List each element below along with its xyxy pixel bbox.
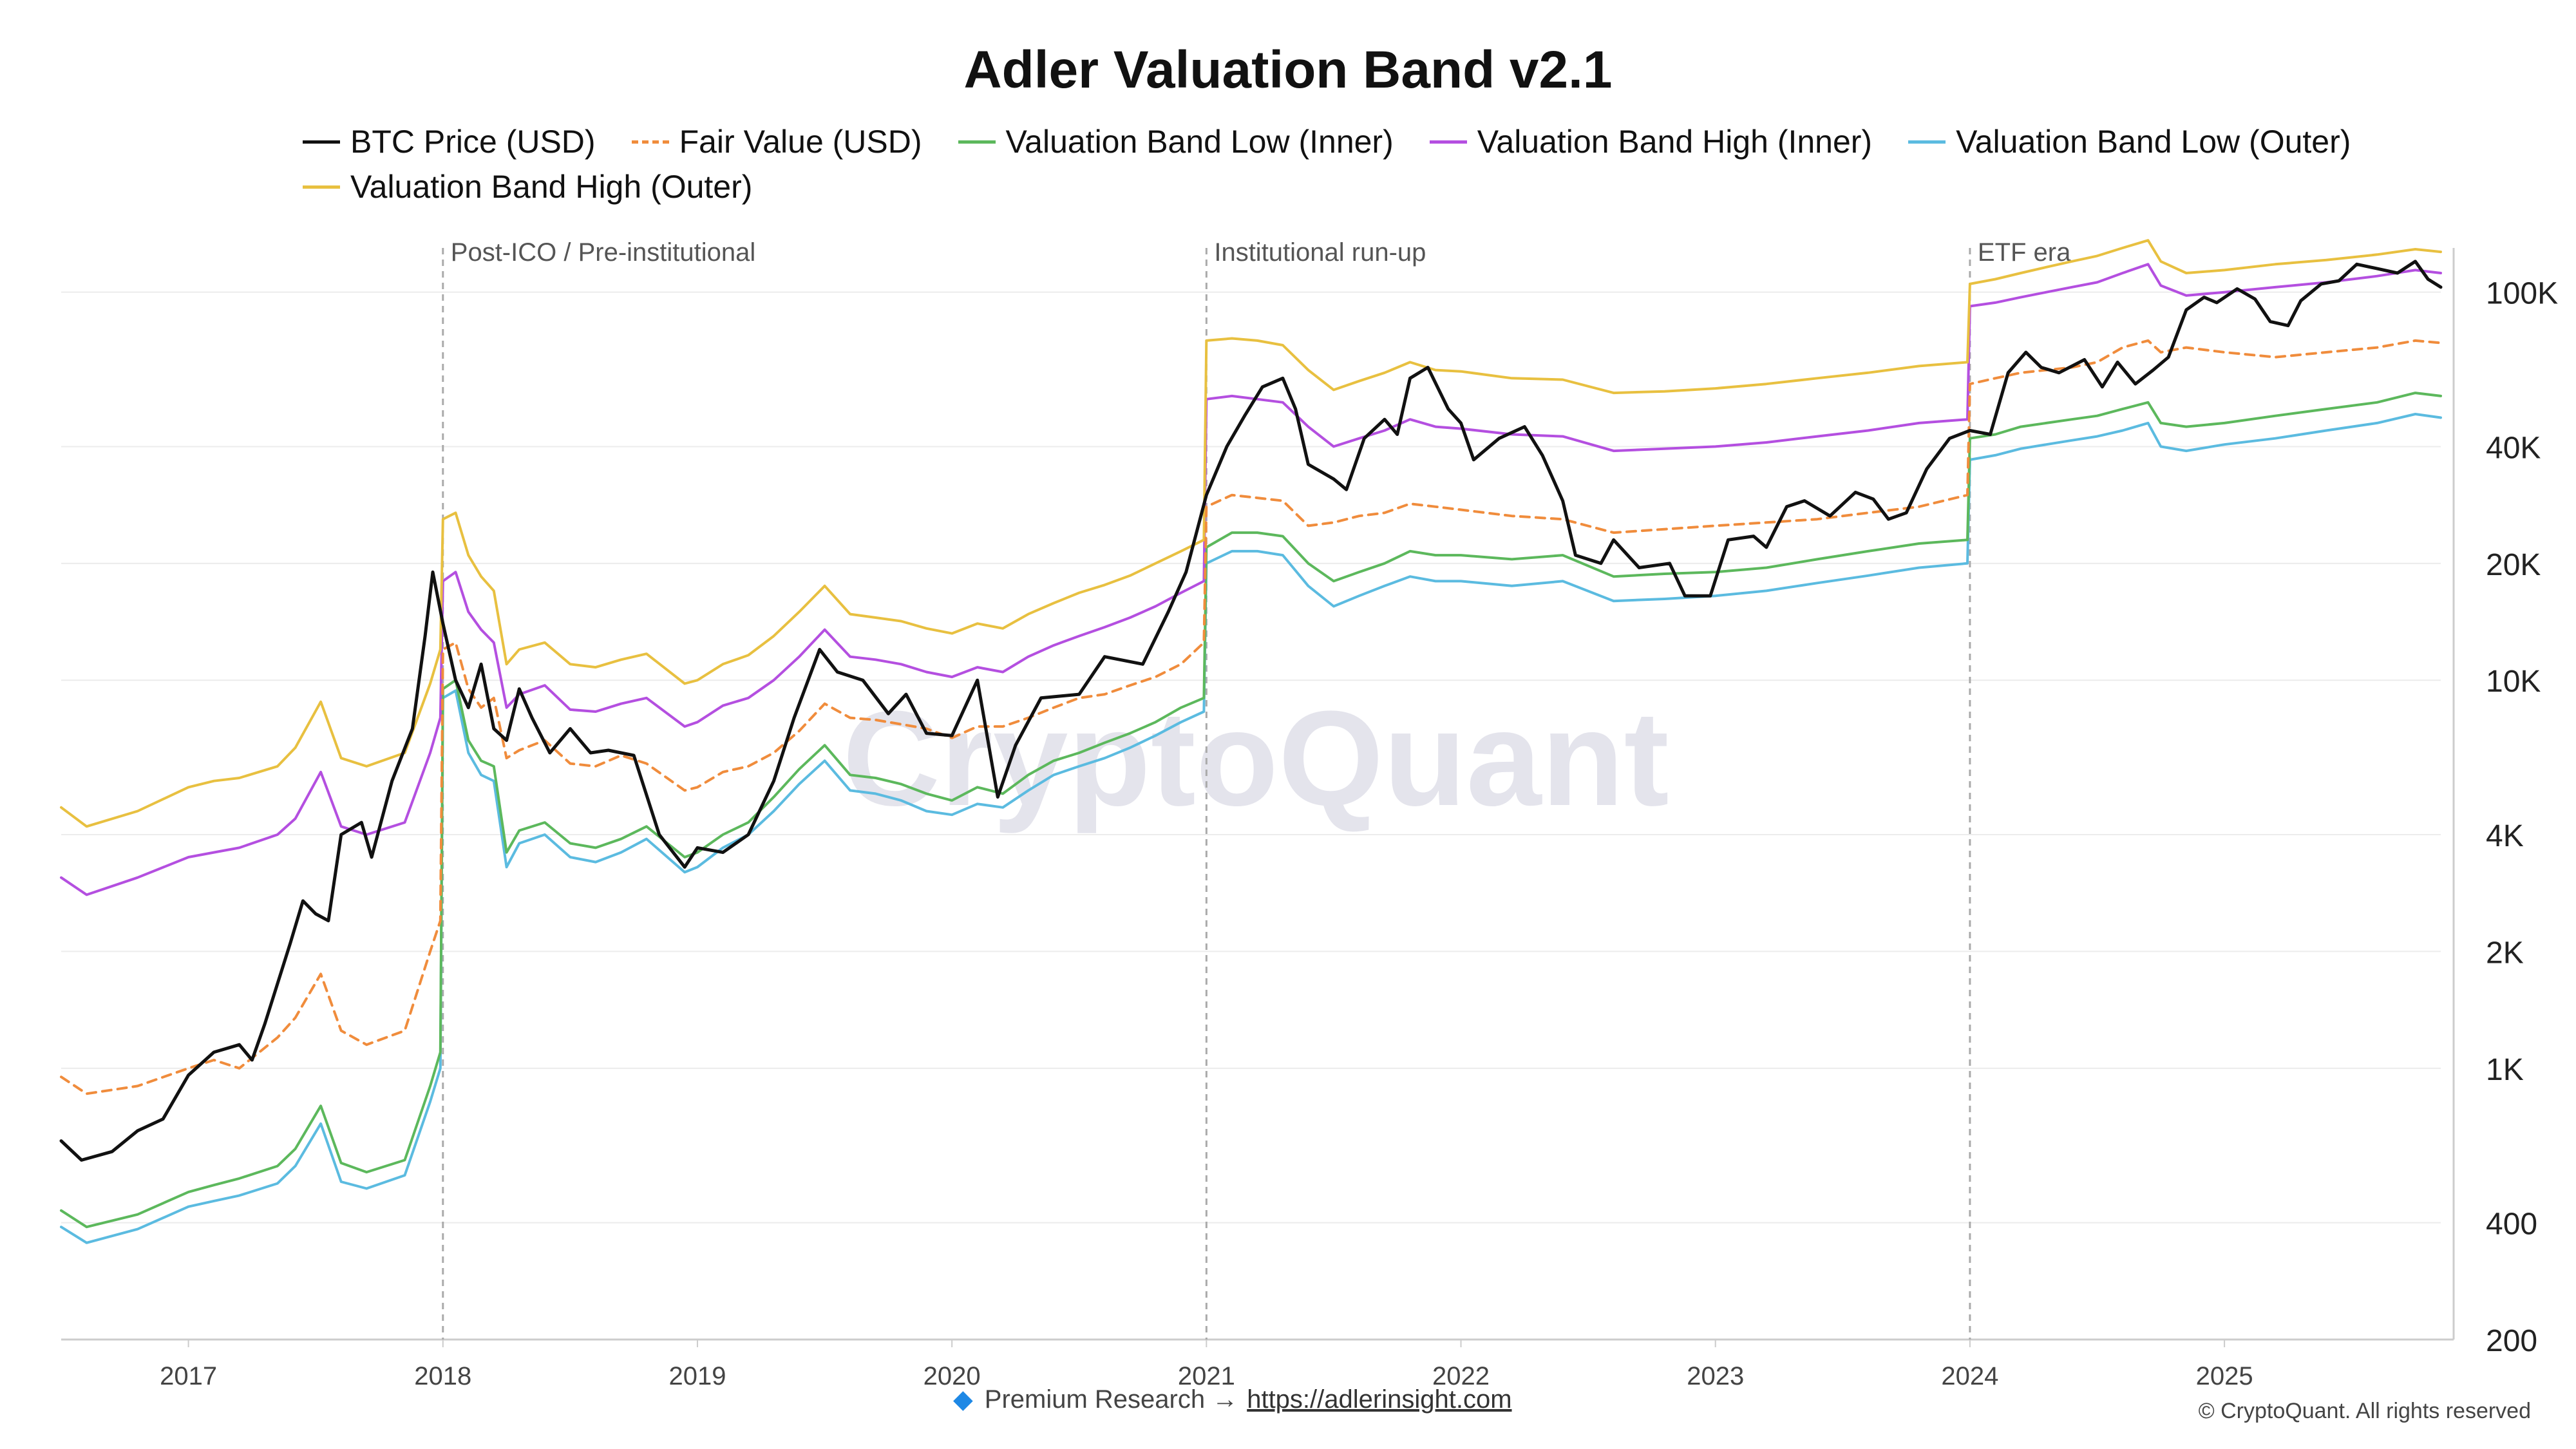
y-tick-label: 10K	[2486, 665, 2541, 699]
y-tick-label: 2K	[2486, 936, 2524, 970]
legend-label: BTC Price (USD)	[350, 124, 596, 160]
footer-text: Premium Research →	[984, 1385, 1238, 1414]
legend-swatch	[303, 140, 340, 144]
legend-label: Valuation Band High (Inner)	[1477, 124, 1873, 160]
watermark: CryptoQuant	[842, 683, 1669, 834]
legend-label: Valuation Band Low (Inner)	[1005, 124, 1394, 160]
gem-icon: ◆	[953, 1385, 973, 1414]
series-line	[59, 260, 2443, 1162]
regime-label: Post-ICO / Pre-institutional	[451, 238, 756, 267]
regime-label: ETF era	[1978, 238, 2071, 267]
x-tick-label: 2020	[923, 1362, 981, 1390]
legend-swatch	[303, 185, 340, 189]
x-tick-label: 2021	[1178, 1362, 1235, 1390]
legend-item[interactable]: Fair Value (USD)	[631, 122, 922, 161]
y-tick-label: 4K	[2486, 819, 2524, 853]
chart-legend: BTC Price (USD) Fair Value (USD) Valuation…	[303, 122, 2363, 206]
x-tick-label: 2023	[1687, 1362, 1744, 1390]
legend-label: Fair Value (USD)	[679, 124, 922, 160]
y-tick-label: 400	[2486, 1208, 2537, 1242]
legend-swatch	[1429, 140, 1467, 144]
series-line	[60, 239, 2442, 828]
legend-item[interactable]: Valuation Band High (Outer)	[303, 167, 752, 206]
y-tick-label: 1K	[2486, 1053, 2524, 1087]
y-tick-label: 40K	[2486, 431, 2541, 465]
copyright-text: © CryptoQuant. All rights reserved	[2198, 1399, 2531, 1423]
footer-link[interactable]: https://adlerinsight.com	[1247, 1385, 1512, 1414]
x-tick-label: 2024	[1941, 1362, 1998, 1390]
legend-item[interactable]: Valuation Band Low (Inner)	[958, 122, 1394, 161]
legend-label: Valuation Band High (Outer)	[350, 169, 753, 205]
x-tick-label: 2025	[2196, 1362, 2253, 1390]
footer: ◆ Premium Research → https://adlerinsigh…	[953, 1385, 1512, 1414]
legend-item[interactable]: BTC Price (USD)	[303, 122, 596, 161]
legend-swatch	[631, 140, 669, 144]
chart-title: Adler Valuation Band v2.1	[963, 41, 1613, 99]
y-tick-label: 20K	[2486, 548, 2541, 582]
legend-swatch	[1908, 140, 1946, 144]
y-tick-label: 200	[2486, 1324, 2537, 1358]
x-tick-label: 2017	[160, 1362, 217, 1390]
x-tick-label: 2018	[414, 1362, 471, 1390]
legend-item[interactable]: Valuation Band Low (Outer)	[1908, 122, 2351, 161]
x-tick-label: 2019	[668, 1362, 726, 1390]
y-tick-label: 100K	[2486, 277, 2558, 311]
series-line	[60, 339, 2442, 1095]
legend-label: Valuation Band Low (Outer)	[1956, 124, 2351, 160]
x-tick-label: 2022	[1432, 1362, 1490, 1390]
regime-label: Institutional run-up	[1214, 238, 1426, 267]
legend-item[interactable]: Valuation Band High (Inner)	[1429, 122, 1873, 161]
legend-swatch	[958, 140, 996, 144]
